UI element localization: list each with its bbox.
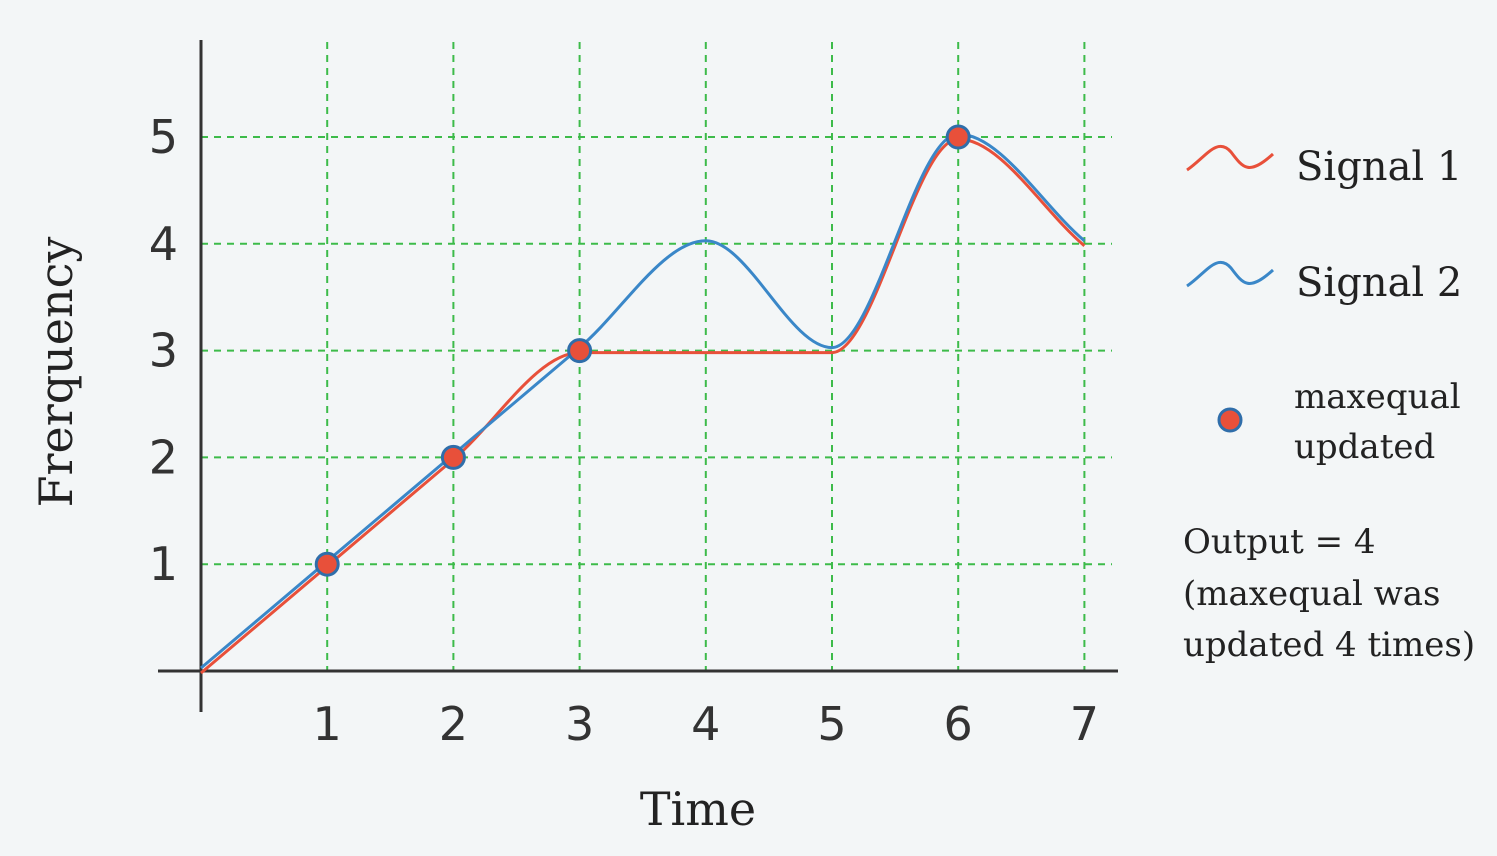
y-axis-title: Frerquency — [29, 237, 83, 508]
y-tick-label-5: 5 — [149, 110, 178, 164]
legend-label-signal-2: Signal 2 — [1296, 260, 1462, 306]
x-tick-label-4: 4 — [691, 697, 720, 751]
marker-point-3 — [567, 338, 593, 364]
annotation-line-3: updated 4 times) — [1183, 625, 1475, 665]
x-tick-label-2: 2 — [439, 697, 468, 751]
annotation-line-1: Output = 4 — [1183, 522, 1376, 562]
legend: Signal 1 Signal 2 maxequal updated — [1186, 144, 1462, 467]
x-tick-label-6: 6 — [944, 697, 973, 751]
legend-swatch-signal-2 — [1186, 260, 1275, 288]
x-tick-labels: 1 2 3 4 5 6 7 — [313, 697, 1099, 751]
x-tick-label-1: 1 — [313, 697, 342, 751]
output-annotation: Output = 4 (maxequal was updated 4 times… — [1183, 522, 1475, 665]
legend-marker-icon — [1217, 407, 1243, 433]
marker-point-6 — [945, 124, 971, 150]
legend-marker-label-line-2: updated — [1294, 427, 1435, 467]
series-line-signal-2 — [200, 132, 1086, 670]
y-tick-labels: 1 2 3 4 5 — [149, 110, 178, 591]
legend-swatch-signal-1 — [1186, 144, 1275, 172]
y-tick-label-1: 1 — [149, 537, 178, 591]
marker-point-1 — [314, 551, 340, 577]
y-tick-label-3: 3 — [149, 324, 178, 378]
markers — [314, 124, 971, 577]
x-tick-label-7: 7 — [1070, 697, 1099, 751]
x-tick-label-3: 3 — [565, 697, 594, 751]
y-tick-label-4: 4 — [149, 217, 178, 271]
x-axis-title: Time — [640, 782, 756, 836]
axes — [158, 40, 1118, 712]
series-lines — [200, 132, 1086, 675]
x-tick-label-5: 5 — [817, 697, 846, 751]
legend-label-signal-1: Signal 1 — [1296, 144, 1462, 190]
annotation-line-2: (maxequal was — [1183, 574, 1441, 614]
legend-marker-label-line-1: maxequal — [1294, 377, 1461, 417]
marker-point-2 — [440, 444, 466, 470]
series-line-signal-1 — [200, 137, 1086, 675]
y-tick-label-2: 2 — [149, 430, 178, 484]
